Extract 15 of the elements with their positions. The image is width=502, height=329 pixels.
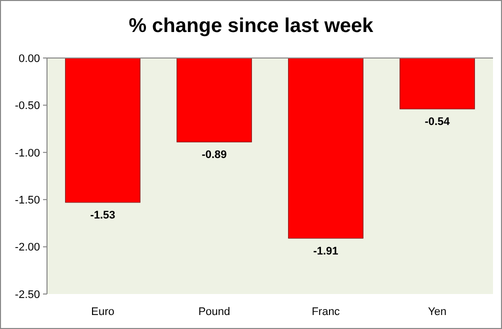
x-tick-label: Euro — [91, 306, 114, 318]
x-tick-label: Pound — [198, 306, 230, 318]
y-tick-label: -0.50 — [14, 100, 40, 112]
chart-title: % change since last week — [128, 15, 374, 37]
data-label: -0.89 — [202, 149, 227, 162]
x-tick-label: Yen — [428, 306, 447, 318]
y-tick-label: 0.00 — [18, 52, 40, 65]
data-label: -0.54 — [424, 116, 451, 128]
data-label: -1.91 — [313, 245, 338, 258]
x-tick-label: Franc — [312, 306, 340, 318]
y-tick-label: -1.50 — [14, 194, 40, 206]
y-tick-label: -2.00 — [14, 242, 40, 254]
y-tick-label: -1.00 — [14, 147, 40, 160]
data-label: -1.53 — [90, 209, 116, 222]
y-tick-label: -2.50 — [14, 288, 40, 301]
